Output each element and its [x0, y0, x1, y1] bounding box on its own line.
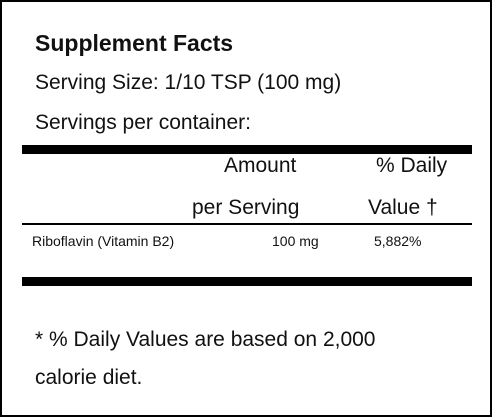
nutrient-daily-value: 5,882% [374, 233, 422, 249]
servings-per-container: Servings per container: [35, 111, 251, 134]
title: Supplement Facts [35, 30, 234, 56]
thick-rule [22, 145, 472, 154]
thin-rule [22, 223, 472, 225]
nutrient-name: Riboflavin (Vitamin B2) [32, 233, 175, 249]
column-header: per Serving [192, 196, 300, 219]
serving-size: Serving Size: 1/10 TSP (100 mg) [35, 71, 342, 94]
footnote: calorie diet. [35, 366, 143, 389]
footnote: * % Daily Values are based on 2,000 [35, 328, 376, 351]
column-header: % Daily [376, 154, 448, 177]
nutrient-amount: 100 mg [272, 233, 319, 249]
thick-rule [22, 277, 472, 286]
column-header: Amount [224, 154, 297, 177]
column-header: Value † [368, 196, 438, 219]
